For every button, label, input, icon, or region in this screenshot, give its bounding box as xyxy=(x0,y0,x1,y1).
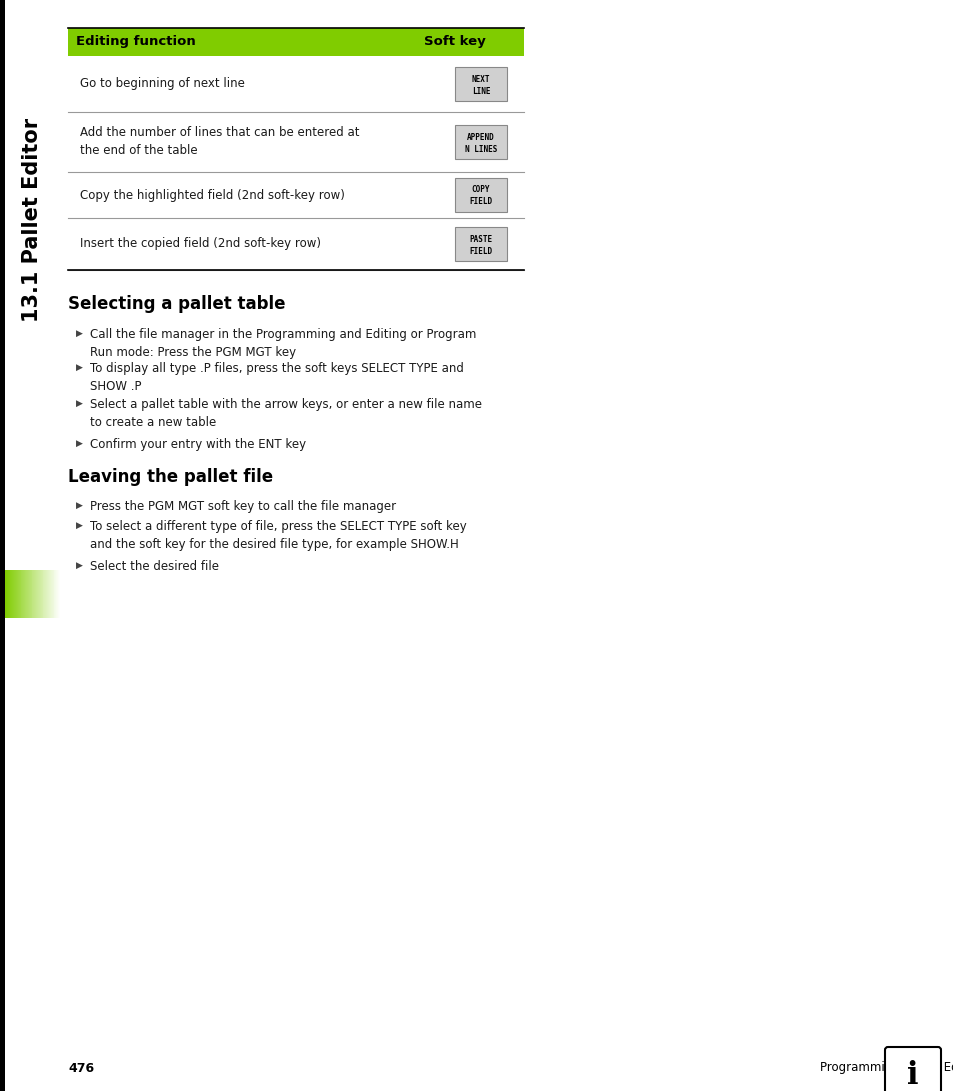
Text: ▶: ▶ xyxy=(76,399,83,408)
Text: N LINES: N LINES xyxy=(464,144,497,154)
Text: Leaving the pallet file: Leaving the pallet file xyxy=(68,468,273,485)
Text: PASTE: PASTE xyxy=(469,235,492,243)
Text: Add the number of lines that can be entered at
the end of the table: Add the number of lines that can be ente… xyxy=(80,127,359,157)
Text: ▶: ▶ xyxy=(76,521,83,530)
Text: ▶: ▶ xyxy=(76,329,83,338)
Text: 13.1 Pallet Editor: 13.1 Pallet Editor xyxy=(22,118,42,322)
Text: Insert the copied field (2nd soft-key row): Insert the copied field (2nd soft-key ro… xyxy=(80,238,320,251)
Text: Selecting a pallet table: Selecting a pallet table xyxy=(68,295,285,313)
Text: FIELD: FIELD xyxy=(469,197,492,206)
Text: LINE: LINE xyxy=(471,86,490,96)
Text: ▶: ▶ xyxy=(76,363,83,372)
Text: To select a different type of file, press the SELECT TYPE soft key
and the soft : To select a different type of file, pres… xyxy=(90,520,466,551)
Text: Editing function: Editing function xyxy=(76,36,195,48)
Text: Select the desired file: Select the desired file xyxy=(90,560,219,573)
Text: ▶: ▶ xyxy=(76,439,83,448)
FancyBboxPatch shape xyxy=(455,67,506,101)
Text: ▶: ▶ xyxy=(76,501,83,509)
Text: Call the file manager in the Programming and Editing or Program
Run mode: Press : Call the file manager in the Programming… xyxy=(90,328,476,359)
Text: NEXT: NEXT xyxy=(471,74,490,84)
FancyBboxPatch shape xyxy=(455,125,506,159)
Text: COPY: COPY xyxy=(471,185,490,194)
Bar xyxy=(68,28,523,56)
Text: Copy the highlighted field (2nd soft-key row): Copy the highlighted field (2nd soft-key… xyxy=(80,189,345,202)
FancyBboxPatch shape xyxy=(884,1047,940,1091)
Text: Go to beginning of next line: Go to beginning of next line xyxy=(80,77,245,91)
Text: Confirm your entry with the ENT key: Confirm your entry with the ENT key xyxy=(90,437,306,451)
Text: FIELD: FIELD xyxy=(469,247,492,255)
Text: Press the PGM MGT soft key to call the file manager: Press the PGM MGT soft key to call the f… xyxy=(90,500,395,513)
Text: 476: 476 xyxy=(68,1062,94,1075)
Text: To display all type .P files, press the soft keys SELECT TYPE and
SHOW .P: To display all type .P files, press the … xyxy=(90,362,463,393)
Text: Programming: Pallet Editor: Programming: Pallet Editor xyxy=(820,1062,953,1075)
Text: APPEND: APPEND xyxy=(467,132,495,142)
Text: ▶: ▶ xyxy=(76,561,83,570)
Text: i: i xyxy=(906,1059,918,1091)
FancyBboxPatch shape xyxy=(455,227,506,261)
Text: Select a pallet table with the arrow keys, or enter a new file name
to create a : Select a pallet table with the arrow key… xyxy=(90,398,481,429)
Bar xyxy=(0,0,5,1091)
FancyBboxPatch shape xyxy=(455,178,506,212)
Text: Soft key: Soft key xyxy=(423,36,485,48)
